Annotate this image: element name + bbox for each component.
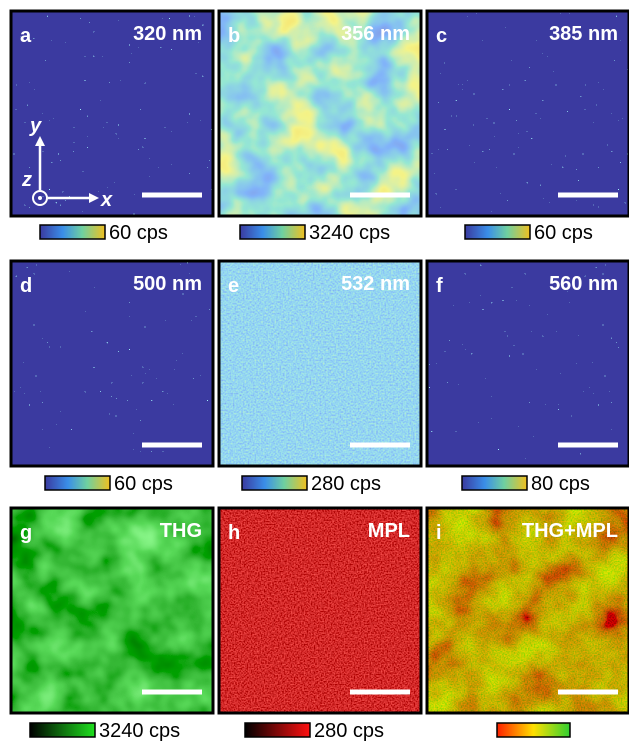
panel-label: MPL xyxy=(368,520,410,542)
panel-letter: c xyxy=(436,25,447,47)
panel-frame xyxy=(425,259,629,468)
panel-image xyxy=(428,12,628,215)
panel-label: 560 nm xyxy=(549,273,618,295)
image-panel: b 356 nm 3240 cps xyxy=(217,9,423,244)
image-panel: d 500 nm 60 cps xyxy=(9,259,215,495)
colorbar-label: 80 cps xyxy=(531,473,590,495)
image-panel: g THG 3240 cps xyxy=(9,506,215,742)
panel-image xyxy=(220,509,420,712)
colorbar-label: 60 cps xyxy=(109,222,168,244)
axis-icon: y z x xyxy=(21,115,113,211)
panel-label: 320 nm xyxy=(133,23,202,45)
panel-label: 356 nm xyxy=(341,23,410,45)
image-panel: c 385 nm 60 cps xyxy=(425,9,629,244)
z-axis-circle xyxy=(32,190,48,206)
panel-frame xyxy=(425,506,629,715)
panel-frame xyxy=(217,259,423,468)
panel-image xyxy=(428,509,628,712)
image-panel: e 532 nm 280 cps xyxy=(217,259,423,495)
panel-frame xyxy=(9,9,215,218)
colorbar xyxy=(464,224,531,240)
image-panel: f 560 nm 80 cps xyxy=(425,259,629,495)
colorbar xyxy=(44,475,111,491)
panel-image xyxy=(220,262,420,465)
colorbar xyxy=(241,475,308,491)
colorbar-label: 280 cps xyxy=(311,473,381,495)
x-arrowhead xyxy=(89,193,99,203)
colorbar-label: 3240 cps xyxy=(309,222,390,244)
colorbar xyxy=(496,722,571,738)
panel-letter: b xyxy=(228,25,240,47)
y-arrowhead xyxy=(35,136,45,146)
colorbar xyxy=(244,722,311,738)
panel-frame xyxy=(425,9,629,218)
colorbar-label: 60 cps xyxy=(114,473,173,495)
panel-frame xyxy=(217,506,423,715)
panel-frame xyxy=(9,506,215,715)
panel-label: 385 nm xyxy=(549,23,618,45)
colorbar-label: 3240 cps xyxy=(99,720,180,742)
colorbar xyxy=(29,722,96,738)
x-axis-label: x xyxy=(100,189,113,211)
y-axis-label: y xyxy=(29,115,42,137)
colorbar xyxy=(239,224,306,240)
colorbar xyxy=(461,475,528,491)
panel-image xyxy=(12,509,212,712)
panel-letter: i xyxy=(436,522,442,544)
panel-label: 500 nm xyxy=(133,273,202,295)
colorbar-label: 60 cps xyxy=(534,222,593,244)
panel-image xyxy=(12,262,212,465)
panel-image xyxy=(220,12,420,215)
panel-letter: a xyxy=(20,25,32,47)
z-axis-label: z xyxy=(21,169,32,191)
panel-label: 532 nm xyxy=(341,273,410,295)
image-panel: a 320 nm 60 cps xyxy=(9,9,215,244)
colorbar xyxy=(39,224,106,240)
colorbar-label: 280 cps xyxy=(314,720,384,742)
panel-frame xyxy=(217,9,423,218)
panel-letter: d xyxy=(20,275,32,297)
panel-image xyxy=(428,262,628,465)
panel-letter: g xyxy=(20,522,32,544)
panel-frame xyxy=(9,259,215,468)
image-panel: i THG+MPL xyxy=(425,506,629,738)
panel-letter: f xyxy=(436,275,443,297)
z-axis-dot xyxy=(38,196,42,200)
panel-letter: h xyxy=(228,522,240,544)
panel-label: THG+MPL xyxy=(522,520,618,542)
panel-label: THG xyxy=(160,520,202,542)
panel-image xyxy=(12,12,212,215)
image-panel: h MPL 280 cps xyxy=(217,506,423,742)
panel-letter: e xyxy=(228,275,239,297)
